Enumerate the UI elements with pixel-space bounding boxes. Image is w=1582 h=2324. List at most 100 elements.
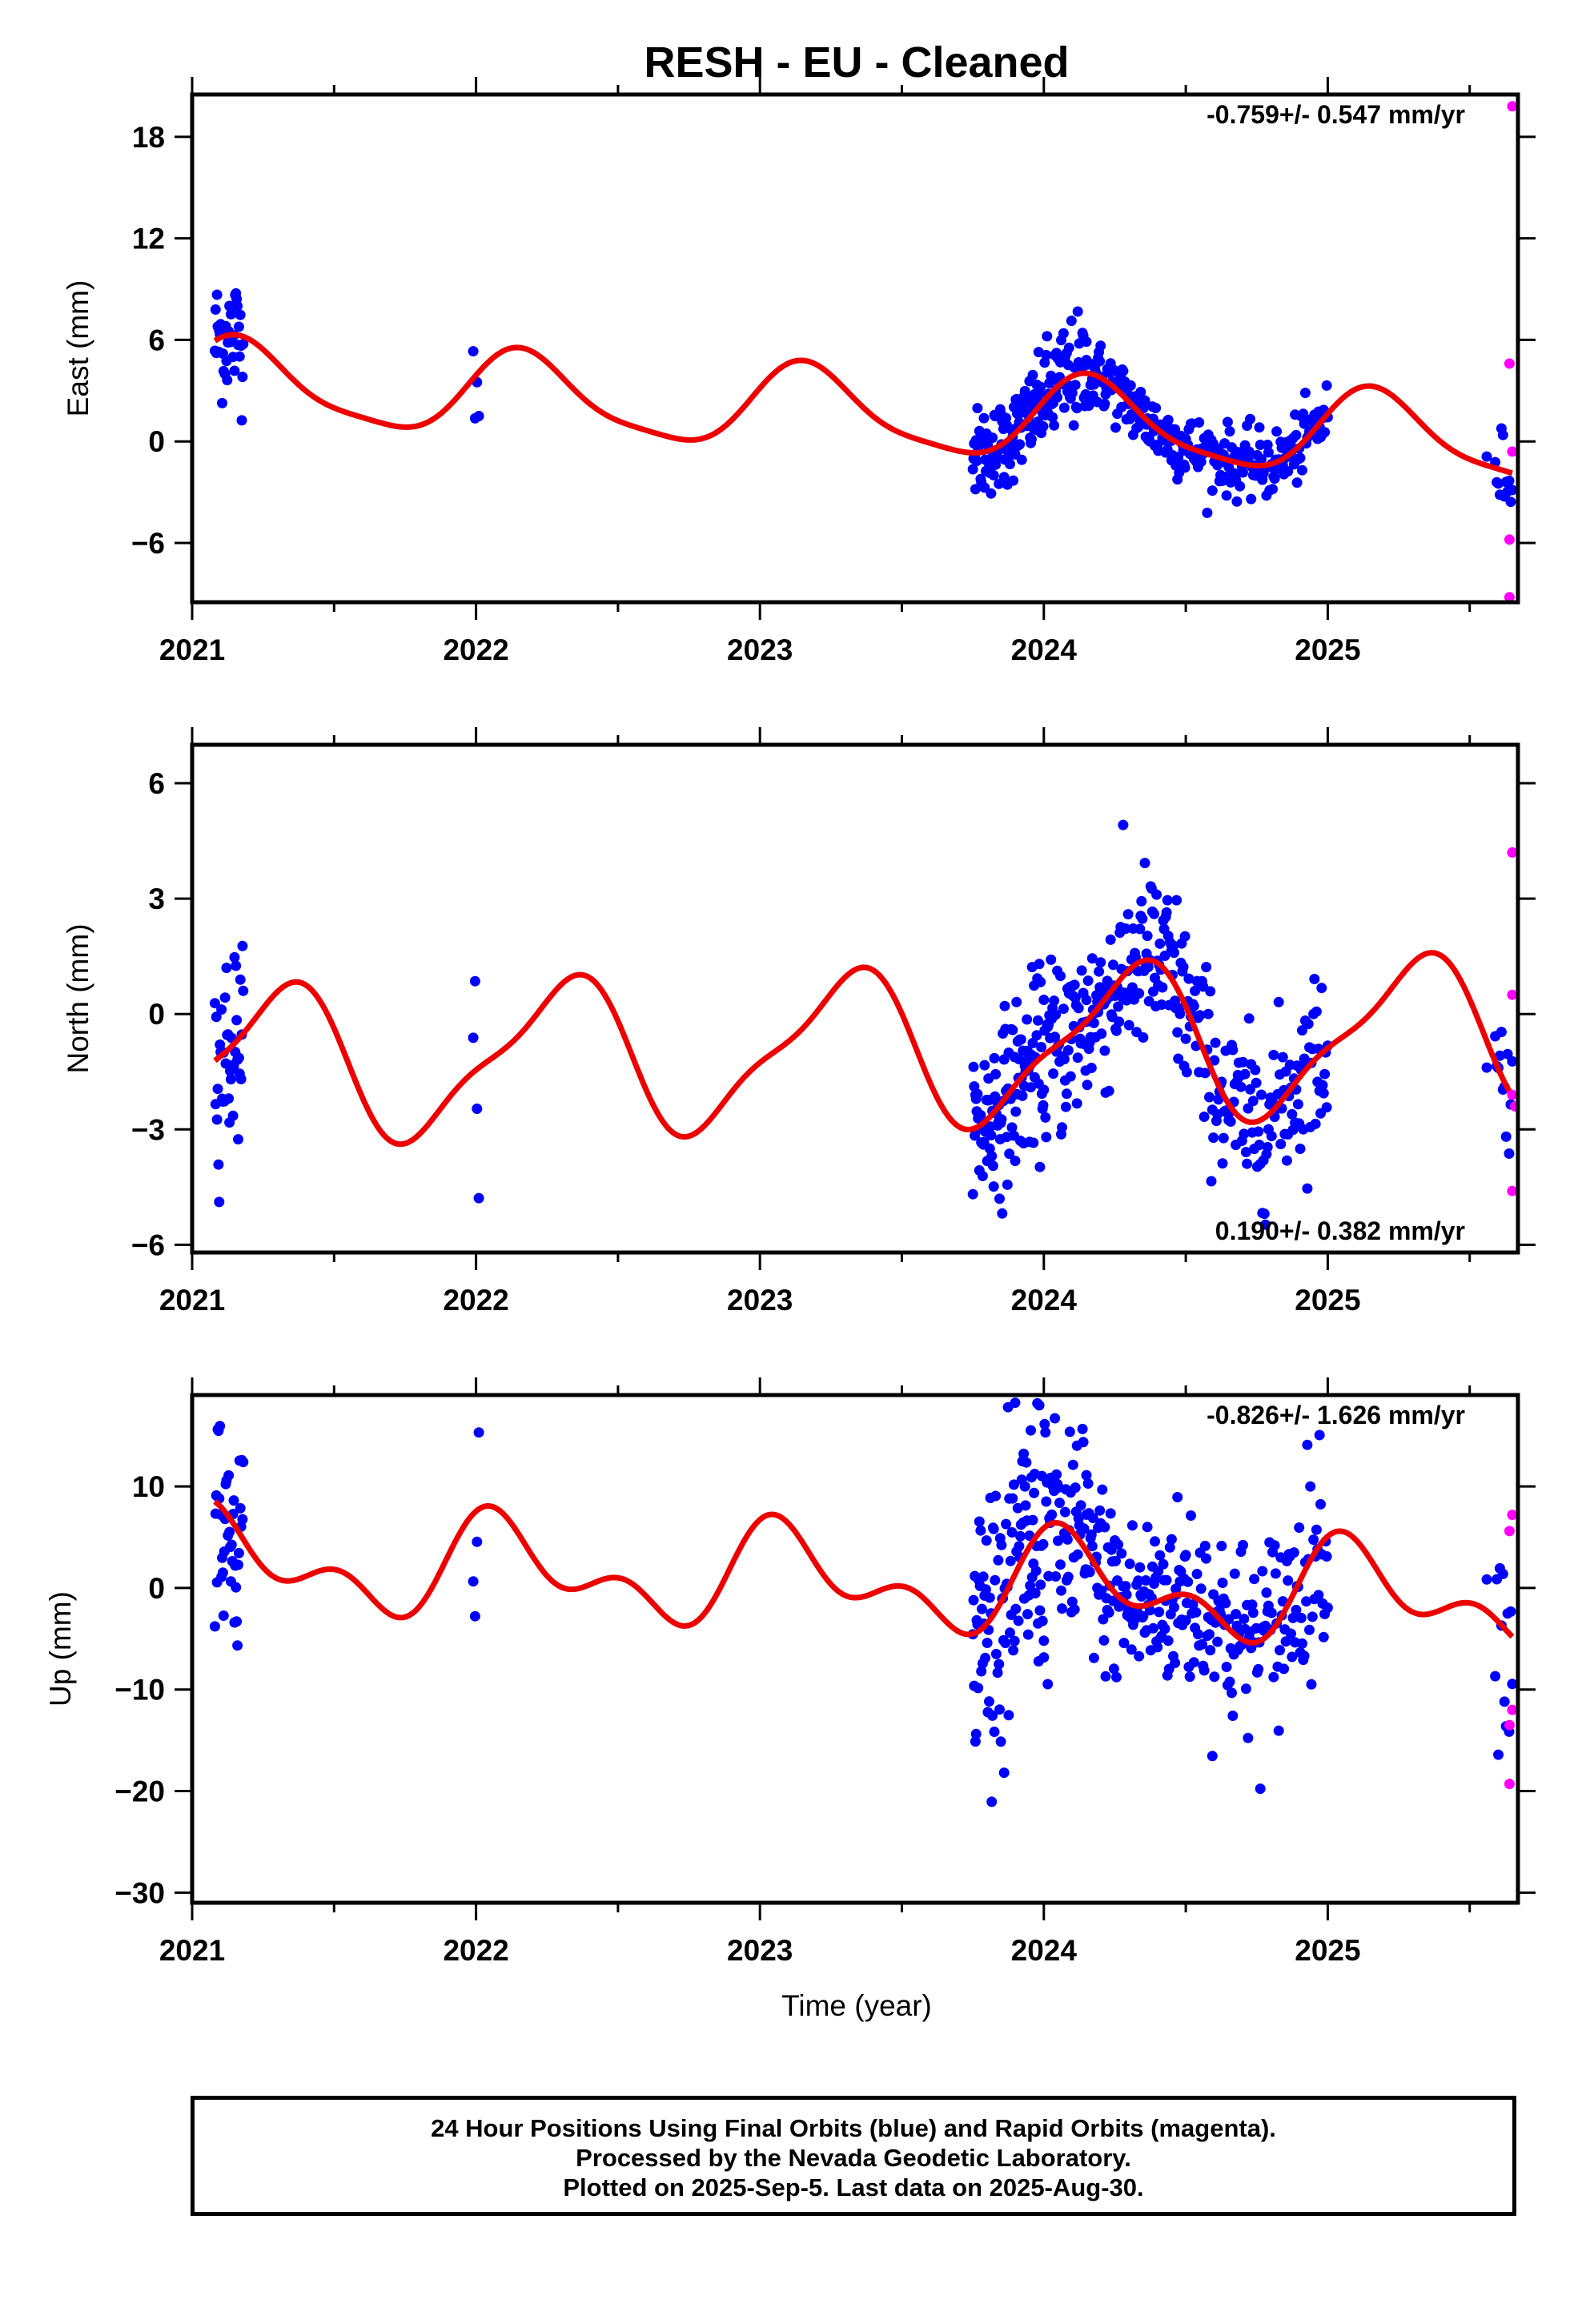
final-orbit-point [1262,1141,1273,1152]
final-orbit-point [1319,1068,1331,1080]
final-orbit-point [469,1610,480,1622]
final-orbit-point [1261,1587,1272,1598]
panel-1: 2021 2022 2023 2024 2025 −6 −3 0 3 6 North (mm) 0.1… [62,727,1536,1317]
final-orbit-point [1154,1606,1165,1618]
final-orbit-point [231,960,242,971]
final-orbit-point [1070,1482,1081,1494]
final-orbit-point [1134,1562,1146,1573]
rapid-orbit-point [1504,1779,1515,1790]
final-orbit-point [1208,1132,1219,1144]
final-orbit-point [1197,1638,1207,1650]
final-orbit-point [1029,1487,1040,1498]
final-orbit-point [1062,1534,1073,1545]
final-orbit-point [1062,1045,1074,1055]
final-orbit-point [1199,1068,1211,1079]
final-orbit-point [1318,1631,1329,1642]
final-orbit-point [989,1052,1000,1063]
final-orbit-point [1149,908,1159,919]
final-orbit-point [1138,1032,1149,1043]
final-orbit-point [1500,1131,1512,1142]
final-orbit-point [1227,1044,1239,1055]
model-fit-curve [213,332,1513,476]
final-orbit-point [1255,1783,1266,1795]
final-orbit-point [1283,1575,1294,1586]
final-orbit-point [970,1728,982,1739]
final-orbit-point [216,1004,227,1015]
final-orbit-point [1188,1000,1199,1011]
final-orbit-point [1001,1518,1012,1530]
final-orbit-point [1015,1034,1026,1045]
final-orbit-point [1273,996,1284,1007]
final-orbit-point [1317,1080,1328,1091]
final-orbit-point [1082,1080,1093,1091]
final-orbit-point [995,1736,1006,1747]
final-orbit-point [1279,1663,1290,1675]
final-orbit-point [986,1130,997,1141]
y-tick-label: −6 [131,527,165,560]
final-orbit-point [1297,1638,1307,1649]
final-orbit-point [1103,1607,1114,1618]
final-orbit-point [1142,931,1153,942]
final-orbit-point [1239,1614,1250,1624]
rapid-orbit-point [1507,989,1518,1000]
final-orbit-point [1022,1014,1033,1025]
final-orbit-point [1295,1144,1306,1154]
final-orbit-point [1038,1652,1050,1663]
final-orbit-point [1040,1427,1051,1438]
final-orbit-point [1058,1054,1070,1065]
final-orbit-point [980,1584,991,1595]
final-orbit-point [1025,1580,1036,1591]
final-orbit-point [1256,1089,1267,1100]
final-orbit-point [1061,1088,1072,1100]
final-orbit-point [1075,1500,1086,1511]
final-orbit-point [990,1648,1002,1659]
final-orbit-point [1071,1098,1082,1109]
final-orbit-point [1137,913,1148,924]
final-orbit-point [1040,1112,1051,1123]
final-orbit-point [1035,381,1046,392]
final-orbit-point [1020,1500,1031,1511]
final-orbit-point [1021,1457,1032,1468]
final-orbit-point [1018,1448,1030,1459]
x-tick-label: 2021 [159,633,225,666]
final-orbit-point [1050,1009,1062,1020]
y-tick-label: −3 [131,1113,165,1146]
final-orbit-point [1156,999,1167,1010]
final-orbit-point [1481,1574,1492,1585]
final-orbit-point [1007,1024,1018,1035]
final-orbit-point [992,1910,1002,1920]
final-orbit-point [990,1574,1001,1586]
final-orbit-point [1275,1139,1287,1150]
final-orbit-point [1077,1423,1088,1434]
final-orbit-point [213,1159,224,1170]
final-orbit-point [1170,1658,1181,1668]
chart-title: RESH - EU - Cleaned [644,38,1069,86]
final-orbit-point [1210,1037,1221,1048]
final-orbit-point [1192,1629,1203,1640]
final-orbit-point [1247,1607,1259,1618]
final-orbit-point [1134,923,1146,935]
final-orbit-point [1201,1553,1212,1564]
final-orbit-point [1297,1025,1307,1036]
final-orbit-point [997,1208,1008,1219]
final-orbit-point [1058,1375,1069,1385]
final-orbit-point [1086,1529,1097,1540]
rapid-orbit-point [1504,358,1515,369]
rapid-orbit-point [1504,1719,1515,1731]
final-orbit-point [1243,1103,1254,1114]
final-orbit-point [1172,1492,1183,1502]
final-orbit-point [1490,1671,1501,1682]
final-orbit-point [981,1535,992,1546]
final-orbit-point [233,1547,244,1558]
final-orbit-point [1292,1099,1303,1110]
final-orbit-point [231,1015,243,1026]
final-orbit-point [212,1084,223,1095]
x-tick-label: 2022 [443,633,508,666]
final-orbit-point [1051,1469,1062,1480]
final-orbit-point [1019,385,1030,396]
final-orbit-point [975,1110,986,1120]
final-orbit-point [1118,365,1129,376]
final-orbit-point [1069,1604,1080,1615]
final-orbit-point [1213,1094,1224,1105]
final-orbit-point [1313,1590,1324,1601]
